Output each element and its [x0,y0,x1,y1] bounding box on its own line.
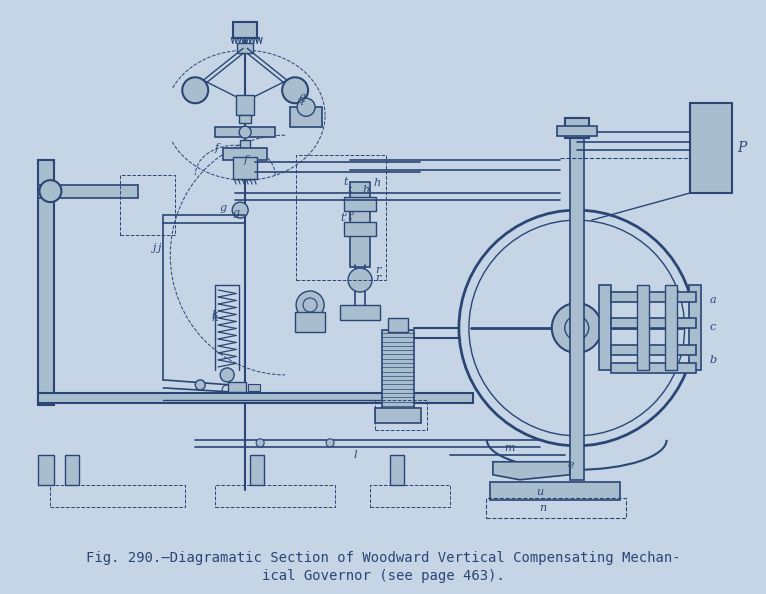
Text: b: b [709,355,717,365]
Bar [237,43,254,53]
Bar [611,318,696,328]
Bar [51,485,185,507]
Circle shape [224,392,231,398]
Circle shape [565,316,589,340]
Bar [689,103,732,193]
Bar [215,127,275,137]
Bar [570,130,584,480]
Text: t': t' [347,212,355,222]
Bar [65,455,80,485]
Circle shape [282,77,308,103]
Text: m: m [505,443,515,453]
Circle shape [326,439,334,447]
Text: e: e [568,460,574,470]
Bar [350,182,370,267]
Circle shape [195,380,205,390]
Text: r: r [375,265,381,275]
Bar [38,160,54,405]
Text: n: n [539,503,546,513]
Text: a: a [709,295,716,305]
Bar [38,393,473,403]
Bar [370,485,450,507]
Bar [236,95,254,115]
Circle shape [552,303,602,353]
Circle shape [239,126,251,138]
Bar [38,395,54,403]
Text: h: h [373,178,380,188]
Circle shape [39,180,61,202]
Bar [239,115,251,123]
Bar [665,285,676,370]
Circle shape [303,298,317,312]
Text: t': t' [341,213,348,223]
Bar [340,305,380,320]
Bar [120,175,175,235]
Circle shape [296,291,324,319]
Text: q: q [296,95,303,105]
Text: r: r [375,273,381,283]
Bar [290,108,322,127]
Circle shape [256,439,264,447]
Text: f: f [215,143,219,153]
Polygon shape [493,462,570,480]
Bar [38,185,139,198]
Bar [295,312,325,332]
Bar [388,318,408,332]
Bar [223,148,267,160]
Circle shape [297,98,315,116]
Bar [250,455,264,485]
Text: q: q [298,92,305,102]
Bar [215,485,335,507]
Bar [233,157,257,179]
Bar [490,482,620,500]
Bar [486,498,626,518]
Bar [228,382,246,392]
Bar [557,126,597,136]
Text: Fig. 290.—Diagramatic Section of Woodward Vertical Compensating Mechan-: Fig. 290.—Diagramatic Section of Woodwar… [86,551,680,565]
Bar [241,140,250,175]
Bar [565,118,589,138]
Text: j: j [157,243,160,253]
Circle shape [232,202,248,218]
Bar [344,222,376,236]
Circle shape [182,77,208,103]
Bar [375,408,421,423]
Text: u: u [536,486,543,497]
Text: g: g [233,208,241,218]
Bar [38,455,54,485]
Bar [611,345,696,355]
Text: t: t [347,185,352,195]
Bar [375,400,427,430]
Text: ical Governor (see page 463).: ical Governor (see page 463). [261,568,505,583]
Bar [296,155,386,280]
Bar [248,384,260,391]
Text: t: t [343,177,348,187]
Text: c: c [709,322,716,332]
Circle shape [348,268,372,292]
Bar [611,292,696,302]
Text: h: h [362,185,369,195]
Text: g: g [220,203,228,213]
Bar [611,363,696,373]
Bar [382,330,414,410]
Bar [344,197,376,211]
Bar [637,285,649,370]
Text: j: j [152,243,155,253]
Text: P: P [738,141,747,155]
Bar [390,455,404,485]
Text: l: l [353,450,357,460]
Bar [689,285,701,370]
Bar [233,23,257,39]
Text: k: k [211,310,218,320]
Circle shape [220,368,234,382]
Text: k: k [211,313,218,323]
Bar [599,285,611,370]
Text: f: f [244,155,248,165]
